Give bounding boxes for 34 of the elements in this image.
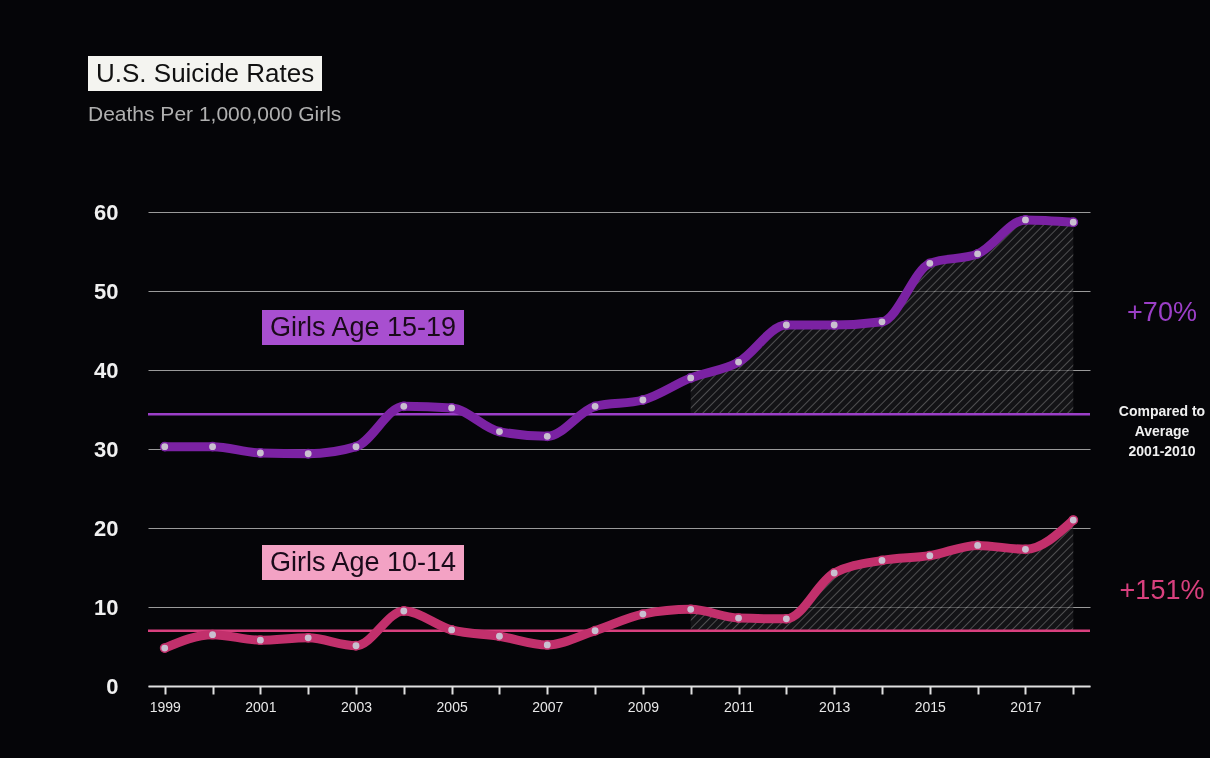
y-tick-label: 20	[94, 515, 119, 541]
point	[877, 555, 887, 566]
point	[1068, 217, 1079, 228]
text: +70%	[1127, 297, 1197, 327]
x-tick-label: 1999	[149, 698, 182, 715]
chart-title: U.S. Suicide Rates	[88, 56, 323, 91]
x-tick-label: 2015	[914, 698, 947, 715]
text: Compared to Average 2001-2010	[1118, 403, 1206, 459]
series-label: Girls Age 10-14	[262, 545, 465, 580]
point	[733, 357, 744, 368]
point	[159, 441, 170, 452]
x-tick-label: 2009	[627, 698, 660, 715]
point	[1068, 515, 1079, 526]
y-tick-label: 60	[94, 199, 119, 225]
point	[351, 640, 361, 651]
y-tick-label: 10	[94, 594, 119, 620]
point	[351, 441, 361, 452]
y-tick-label: 0	[106, 673, 119, 699]
point	[159, 643, 170, 653]
text: +151%	[1119, 575, 1205, 605]
y-tick-label: 40	[94, 357, 119, 383]
chart-subtitle: Deaths Per 1,000,000 Girls	[88, 102, 342, 126]
x-tick-label: 2003	[340, 698, 373, 715]
x-tick-label: 2005	[436, 698, 468, 715]
text: Girls Age 15-19	[262, 310, 465, 345]
y-tick-label: 50	[94, 278, 119, 304]
x-tick-label: 2007	[532, 698, 564, 715]
x-tick-label: 2001	[245, 698, 277, 715]
x-tick-label: 2017	[1010, 698, 1042, 715]
x-tick-label: 2011	[723, 698, 755, 715]
y-tick-label: 30	[94, 436, 119, 462]
point	[924, 258, 935, 269]
x-tick-label: 2013	[819, 698, 851, 715]
point	[877, 316, 887, 327]
